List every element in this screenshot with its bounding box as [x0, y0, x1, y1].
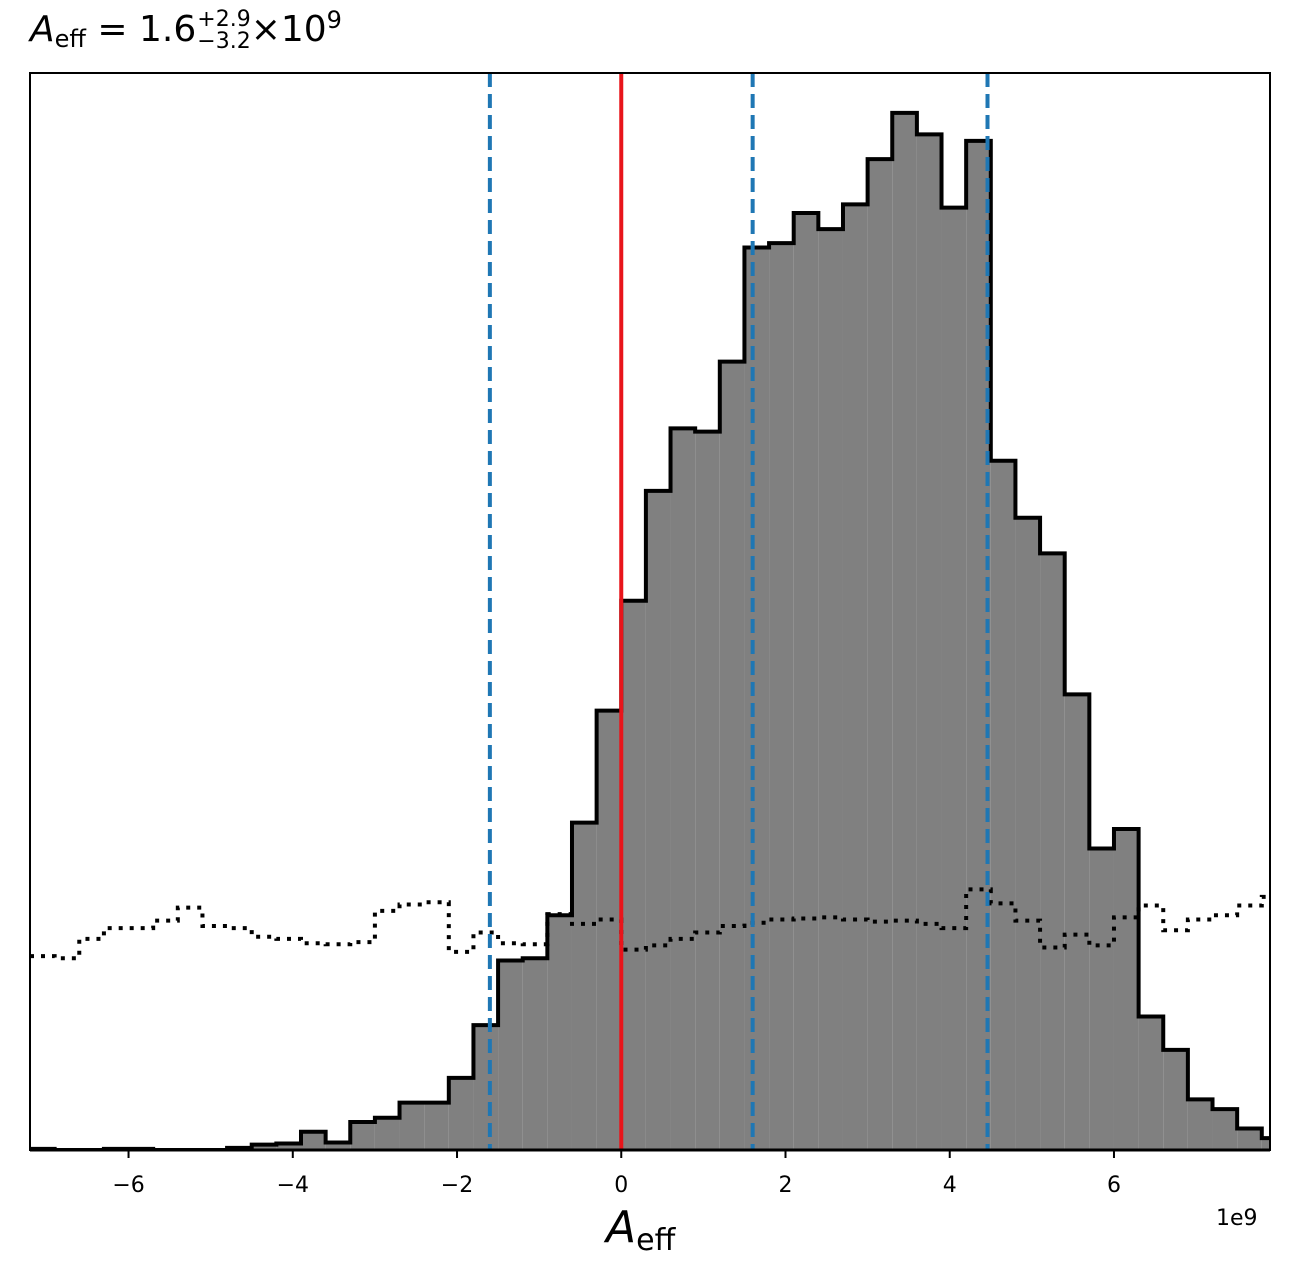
- posterior-bar: [1015, 517, 1041, 1150]
- title-multiplier: ×10: [250, 9, 327, 50]
- posterior-bar: [1163, 1049, 1188, 1150]
- posterior-bar: [276, 1143, 301, 1150]
- posterior-bar: [818, 229, 843, 1150]
- posterior-bar: [719, 361, 745, 1150]
- xlabel-symbol: A: [606, 1202, 637, 1253]
- posterior-bar: [374, 1117, 400, 1150]
- posterior-bar: [892, 112, 917, 1150]
- posterior-bar: [1113, 829, 1139, 1150]
- chart-title: Aeff = 1.6 +2.9 −3.2 ×109: [30, 6, 342, 53]
- x-tick-label: −4: [277, 1173, 309, 1198]
- prior-histogram: [30, 887, 1270, 961]
- posterior-bar: [645, 490, 671, 1150]
- posterior-bar: [325, 1142, 351, 1150]
- posterior-bar: [769, 243, 794, 1150]
- posterior-bar: [744, 247, 770, 1150]
- quantile-lines: [487, 73, 990, 1150]
- posterior-bar: [571, 822, 597, 1150]
- posterior-bar: [842, 204, 868, 1150]
- posterior-bar: [695, 431, 720, 1150]
- posterior-bar: [547, 915, 572, 1150]
- posterior-bar: [251, 1144, 277, 1150]
- posterior-bar: [1261, 1138, 1270, 1150]
- posterior-bar: [300, 1131, 326, 1150]
- posterior-bar: [1089, 848, 1114, 1150]
- x-tick-label: 0: [614, 1173, 628, 1198]
- prior-outline: [30, 887, 1270, 961]
- posterior-bar: [399, 1102, 425, 1150]
- title-value: = 1.6: [85, 9, 197, 50]
- x-tick-label: 6: [1107, 1173, 1121, 1198]
- posterior-bar: [1040, 553, 1065, 1150]
- posterior-bar: [621, 600, 646, 1150]
- posterior-histogram: [30, 110, 1270, 1150]
- x-axis-ticks: −6 −4 −2 0 2 4 6: [112, 1150, 1121, 1198]
- posterior-bar: [941, 207, 967, 1150]
- posterior-bar: [596, 710, 622, 1150]
- x-tick-label: 2: [778, 1173, 792, 1198]
- posterior-bar: [448, 1077, 474, 1150]
- posterior-bar: [990, 460, 1016, 1150]
- posterior-bar: [793, 213, 819, 1150]
- posterior-bar: [916, 134, 942, 1150]
- x-tick-label: −2: [441, 1173, 473, 1198]
- x-tick-label: 4: [943, 1173, 957, 1198]
- x-axis-label: Aeff: [606, 1202, 675, 1258]
- title-exponent: 9: [326, 6, 342, 34]
- posterior-outline: [30, 110, 1270, 1150]
- posterior-bar: [1064, 694, 1090, 1150]
- posterior-bar: [1212, 1109, 1238, 1150]
- x-tick-label: −6: [112, 1173, 144, 1198]
- posterior-bar: [350, 1121, 375, 1150]
- posterior-bar: [522, 958, 548, 1150]
- xlabel-subscript: eff: [636, 1223, 676, 1258]
- posterior-bar: [498, 960, 523, 1150]
- title-lower-error: −3.2: [197, 29, 251, 54]
- posterior-bar: [1187, 1099, 1213, 1150]
- posterior-bar: [670, 428, 696, 1150]
- posterior-bar: [867, 159, 893, 1150]
- title-subscript: eff: [54, 25, 86, 53]
- title-symbol: A: [30, 9, 55, 50]
- posterior-bar: [1138, 1016, 1164, 1150]
- title-upper-error: +2.9: [197, 7, 251, 32]
- title-error-bars: +2.9 −3.2: [197, 9, 250, 53]
- x-axis-offset-label: 1e9: [1216, 1206, 1258, 1231]
- posterior-bar: [473, 1025, 499, 1150]
- posterior-bar: [1237, 1128, 1262, 1150]
- posterior-bar: [424, 1102, 449, 1150]
